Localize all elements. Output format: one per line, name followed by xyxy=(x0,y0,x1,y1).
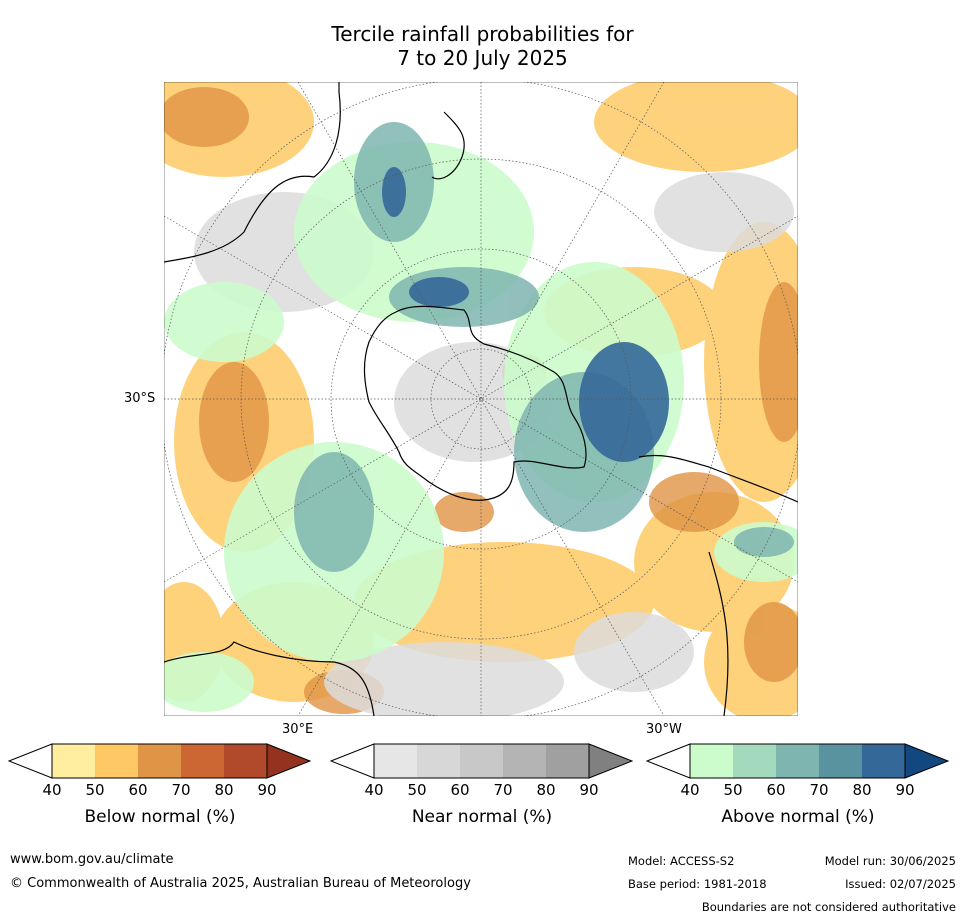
africa-coast xyxy=(164,641,375,716)
colorbar-title: Below normal (%) xyxy=(84,807,236,827)
tick-90: 90 xyxy=(579,781,599,799)
south-america-coast xyxy=(638,454,798,716)
tick-50: 50 xyxy=(723,781,743,799)
colorbar-below-normal-swatches xyxy=(7,743,312,779)
colorbar-near-normal-swatches xyxy=(329,743,634,779)
coastlines xyxy=(164,82,798,716)
chart-title: Tercile rainfall probabilities for 7 to … xyxy=(0,22,965,70)
tick-80: 80 xyxy=(852,781,872,799)
tick-90: 90 xyxy=(895,781,915,799)
footer-disclaimer: Boundaries are not considered authoritat… xyxy=(701,900,956,914)
title-line-1: Tercile rainfall probabilities for xyxy=(331,22,634,46)
footer-website: www.bom.gov.au/climate xyxy=(10,852,174,867)
footer-model: Model: ACCESS-S2 xyxy=(628,854,735,868)
graticule xyxy=(164,82,798,716)
colorbar-above-normal-swatches xyxy=(645,743,950,779)
tick-40: 40 xyxy=(680,781,700,799)
title-line-2: 7 to 20 July 2025 xyxy=(397,46,568,70)
new-zealand-coast xyxy=(431,111,465,180)
tick-90: 90 xyxy=(257,781,277,799)
colorbar-title: Near normal (%) xyxy=(411,807,553,827)
tick-70: 70 xyxy=(171,781,191,799)
tick-40: 40 xyxy=(364,781,384,799)
colorbar-near-normal: 40 50 60 70 80 90 Near normal (%) xyxy=(329,743,634,827)
footer-copyright: © Commonwealth of Australia 2025, Austra… xyxy=(10,876,471,891)
tick-70: 70 xyxy=(493,781,513,799)
footer-model-run: Model run: 30/06/2025 xyxy=(824,854,956,868)
tick-40: 40 xyxy=(42,781,62,799)
lon-label-30e: 30°E xyxy=(282,722,314,737)
above-normal-strong xyxy=(382,167,669,462)
footer-issued: Issued: 02/07/2025 xyxy=(845,877,956,891)
australia-coast xyxy=(164,82,341,263)
tick-80: 80 xyxy=(214,781,234,799)
lon-label-30w: 30°W xyxy=(646,722,682,737)
colorbar-above-normal: 40 50 60 70 80 90 Above normal (%) xyxy=(645,743,950,827)
tick-60: 60 xyxy=(766,781,786,799)
tick-50: 50 xyxy=(407,781,427,799)
colorbar-title: Above normal (%) xyxy=(721,807,875,827)
tick-70: 70 xyxy=(809,781,829,799)
polar-map xyxy=(164,82,798,716)
footer-base-period: Base period: 1981-2018 xyxy=(628,877,767,891)
tick-60: 60 xyxy=(450,781,470,799)
lat-label-30s: 30°S xyxy=(124,391,156,406)
below-normal-strong xyxy=(164,87,798,714)
tick-60: 60 xyxy=(128,781,148,799)
colorbar-below-normal: 40 50 60 70 80 90 Below normal (%) xyxy=(7,743,312,827)
tick-50: 50 xyxy=(85,781,105,799)
antarctica-coast xyxy=(363,305,587,501)
tick-80: 80 xyxy=(536,781,556,799)
